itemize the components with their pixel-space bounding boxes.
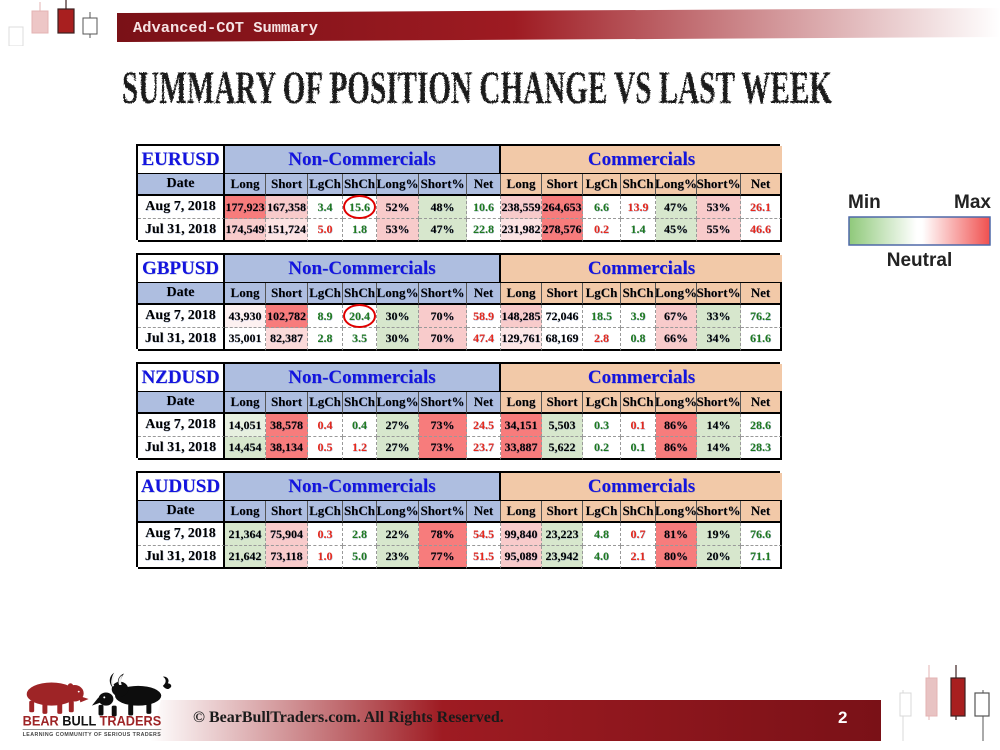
- svg-text:LEARNING COMMUNITY OF SERIOUS: LEARNING COMMUNITY OF SERIOUS TRADERS: [23, 732, 162, 737]
- svg-text:BEAR BULL TRADERS: BEAR BULL TRADERS: [23, 712, 162, 728]
